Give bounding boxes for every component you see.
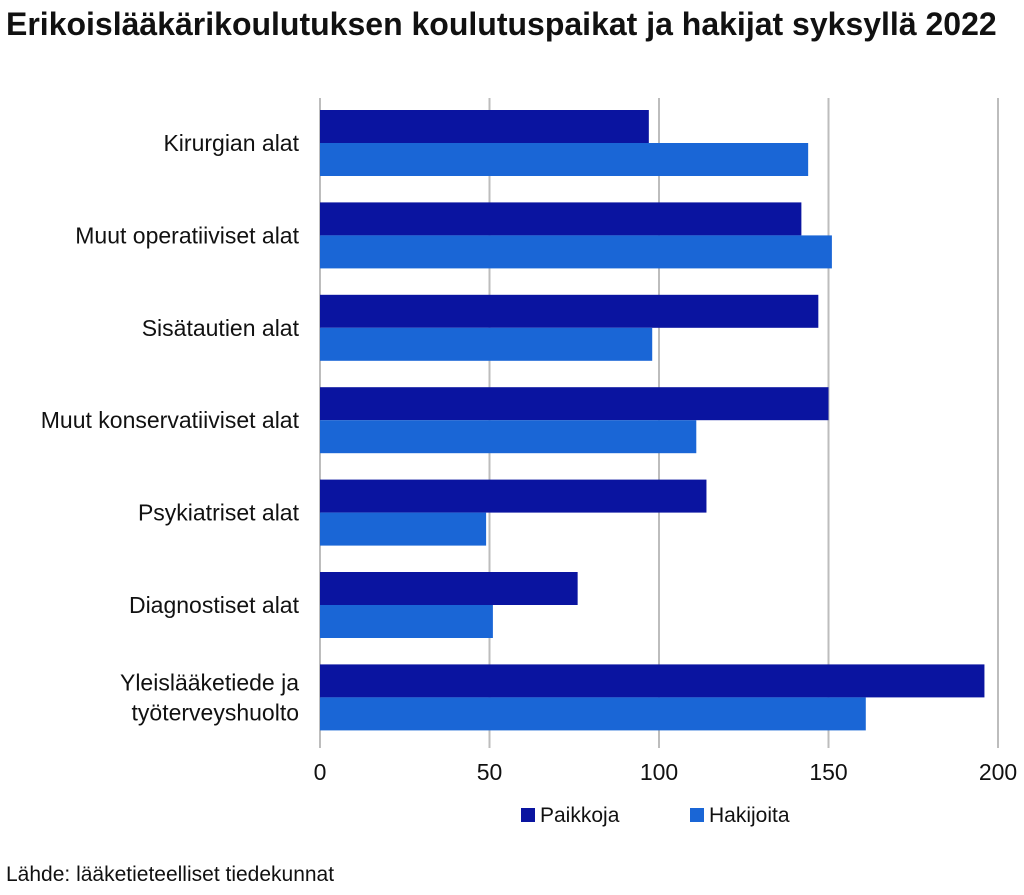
legend-swatch [690, 808, 704, 822]
category-label: Diagnostiset alat [129, 592, 300, 618]
category-label: Sisätautien alat [142, 315, 300, 341]
x-tick-label: 50 [477, 759, 503, 785]
x-tick-label: 100 [640, 759, 678, 785]
category-label: Psykiatriset alat [138, 500, 300, 526]
bar-paikkoja [320, 294, 819, 328]
category-label: Kirurgian alat [163, 130, 299, 156]
bar-hakijoita [320, 605, 493, 638]
x-tick-label: 0 [314, 759, 327, 785]
bar-paikkoja [320, 387, 829, 421]
bar-paikkoja [320, 110, 649, 143]
chart-title: Erikoislääkärikoulutuksen koulutuspaikat… [6, 6, 997, 42]
legend-label: Paikkoja [540, 804, 620, 827]
legend-swatch [521, 808, 535, 822]
x-tick-label: 150 [809, 759, 847, 785]
bar-hakijoita [320, 235, 832, 269]
bar-paikkoja [320, 572, 578, 605]
category-label: Muut konservatiiviset alat [41, 407, 300, 433]
bars [320, 110, 985, 731]
legend-label: Hakijoita [709, 804, 790, 827]
bar-chart: 0 50 100 150 200 Kirurgian alat Muut operatiiv… [41, 98, 1017, 827]
category-label: Yleislääketiede ja työterveyshuolto [120, 669, 299, 725]
bar-hakijoita [320, 143, 809, 176]
bar-hakijoita [320, 697, 866, 731]
axis-labels: 0 50 100 150 200 Kirurgian alat Muut operatiiv… [41, 130, 1017, 785]
bar-hakijoita [320, 327, 653, 361]
x-tick-label: 200 [979, 759, 1017, 785]
source-note: Lähde: lääketieteelliset tiedekunnat [6, 863, 335, 886]
category-label: Muut operatiiviset alat [75, 222, 299, 248]
bar-paikkoja [320, 479, 707, 513]
legend: Paikkoja Hakijoita [521, 804, 790, 827]
bar-hakijoita [320, 512, 487, 546]
bar-paikkoja [320, 202, 802, 236]
bar-paikkoja [320, 664, 985, 698]
bar-hakijoita [320, 420, 697, 454]
